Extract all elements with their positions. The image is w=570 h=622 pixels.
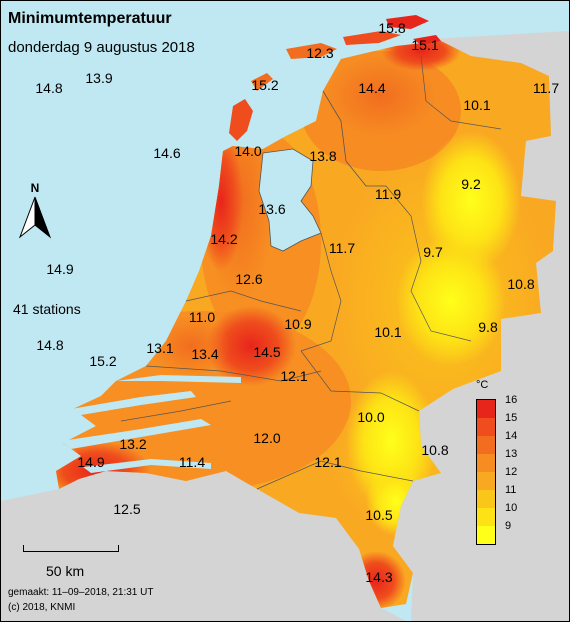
station-value: 13.6 — [258, 201, 286, 217]
station-value: 12.0 — [253, 430, 281, 446]
station-value: 9.8 — [478, 319, 498, 335]
station-value: 9.7 — [423, 244, 443, 260]
legend-swatch — [477, 472, 495, 490]
station-value: 11.7 — [328, 240, 356, 256]
station-value: 10.9 — [284, 316, 312, 332]
station-value: 11.7 — [532, 80, 560, 96]
legend-tick-label: 9 — [505, 520, 512, 532]
copyright: (c) 2018, KNMI — [8, 602, 76, 613]
map-subtitle: donderdag 9 augustus 2018 — [8, 39, 195, 56]
station-value: 12.5 — [113, 501, 141, 517]
made-timestamp: gemaakt: 11–09–2018, 21:31 UT — [8, 587, 154, 598]
legend-swatch — [477, 508, 495, 526]
germany-land — [393, 31, 569, 621]
legend-tick-label: 15 — [505, 412, 518, 424]
station-value: 14.8 — [35, 80, 63, 96]
station-value: 14.2 — [210, 231, 238, 247]
belgium-land — [1, 471, 406, 621]
legend-tick-label: 10 — [505, 502, 518, 514]
station-value: 11.9 — [374, 186, 402, 202]
station-value: 15.1 — [411, 37, 439, 53]
scale-label: 50 km — [46, 563, 85, 579]
legend-tick-label: 16 — [505, 394, 518, 406]
station-value: 12.3 — [306, 45, 334, 61]
station-value: 12.1 — [314, 454, 342, 470]
station-value: 15.2 — [89, 353, 117, 369]
stations-count: 41 stations — [13, 301, 81, 317]
station-value: 9.2 — [461, 176, 481, 192]
station-value: 14.5 — [253, 344, 281, 360]
station-value: 14.4 — [358, 80, 386, 96]
north-arrow-icon: N — [17, 179, 57, 246]
north-label: N — [31, 181, 40, 195]
legend-swatch — [477, 418, 495, 436]
station-value: 14.0 — [234, 143, 262, 159]
station-value: 10.5 — [365, 507, 393, 523]
station-value: 13.4 — [191, 346, 219, 362]
legend-tick-label: 14 — [505, 430, 518, 442]
map-title: Minimumtemperatuur — [8, 10, 172, 27]
scale-bar — [23, 545, 119, 552]
station-value: 13.8 — [309, 148, 337, 164]
station-value: 14.6 — [153, 145, 181, 161]
legend-tick-label: 13 — [505, 448, 518, 460]
station-value: 13.2 — [119, 436, 147, 452]
zeeland-waters — [61, 375, 241, 473]
province-borders — [120, 55, 502, 490]
legend-swatch — [477, 436, 495, 454]
station-value: 10.8 — [507, 276, 535, 292]
legend-tick-label: 12 — [505, 466, 518, 478]
legend-swatch — [477, 454, 495, 472]
station-value: 14.9 — [46, 261, 74, 277]
legend-swatch — [477, 526, 495, 544]
station-value: 14.8 — [36, 337, 64, 353]
station-value: 13.1 — [146, 340, 174, 356]
station-value: 12.1 — [280, 368, 308, 384]
legend-tick-label: 11 — [505, 484, 517, 496]
station-value: 10.1 — [374, 324, 402, 340]
station-value: 10.1 — [463, 97, 491, 113]
wadden-islands — [229, 15, 441, 141]
legend-color-bar — [476, 399, 496, 545]
station-value: 10.0 — [357, 409, 385, 425]
legend-unit: °C — [476, 379, 489, 391]
station-value: 15.8 — [378, 20, 406, 36]
station-value: 15.2 — [251, 77, 279, 93]
station-value: 11.4 — [178, 454, 206, 470]
station-value: 12.6 — [235, 271, 263, 287]
legend-swatch — [477, 490, 495, 508]
legend-swatch — [477, 400, 495, 418]
station-value: 14.9 — [77, 454, 105, 470]
station-value: 14.3 — [365, 569, 393, 585]
station-value: 10.8 — [421, 442, 449, 458]
station-value: 11.0 — [188, 309, 216, 325]
station-value: 13.9 — [85, 70, 113, 86]
